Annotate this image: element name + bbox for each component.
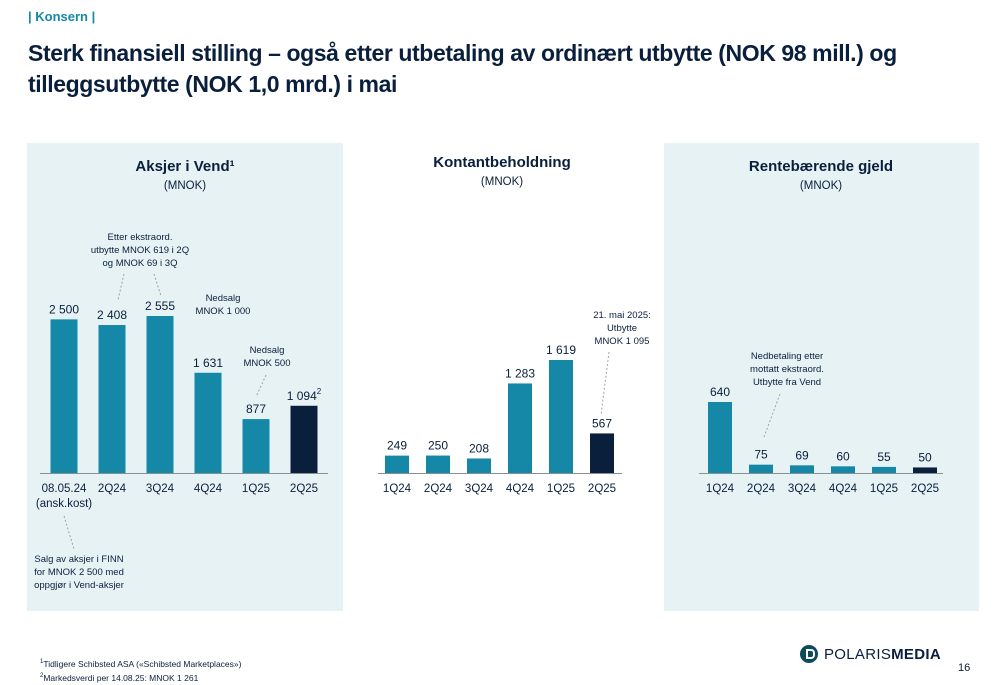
kontantbeholdning-tick-label: 4Q24	[506, 483, 535, 495]
rentebaerende-gjeld-title: Rentebærende gjeld	[749, 158, 893, 175]
rentebaerende-gjeld-tick-label: 1Q25	[870, 483, 898, 495]
kontantbeholdning-value-label: 567	[592, 416, 612, 430]
section-tag: | Konsern |	[28, 9, 96, 24]
rentebaerende-gjeld-tick-label: 4Q24	[829, 483, 858, 495]
aksjer-i-vend-value-label: 1 0942	[287, 387, 322, 403]
aksjer-i-vend-bar	[242, 419, 270, 473]
aksjer-i-vend-tick-label: 1Q25	[242, 483, 270, 495]
kontantbeholdning-bar	[467, 458, 491, 473]
annotation-leader-line	[255, 374, 267, 398]
aksjer-i-vend-bar	[50, 319, 78, 473]
rentebaerende-gjeld-bar	[872, 466, 896, 473]
aksjer-i-vend-bar	[146, 316, 174, 473]
aksjer-i-vend-title: Aksjer i Vend¹	[135, 158, 234, 175]
rentebaerende-gjeld-value-label: 50	[918, 450, 932, 464]
kontantbeholdning-tick-label: 2Q25	[588, 483, 616, 495]
rentebaerende-gjeld-bar	[749, 464, 773, 473]
kontantbeholdning-tick-label: 1Q24	[383, 483, 412, 495]
rentebaerende-gjeld-value-label: 640	[710, 385, 730, 399]
footnotes: 1Tidligere Schibsted ASA («Schibsted Mar…	[40, 656, 241, 684]
rentebaerende-gjeld-tick-label: 2Q24	[747, 483, 776, 495]
logo-icon	[800, 645, 818, 663]
kontantbeholdning-bar	[508, 383, 532, 473]
rentebaerende-gjeld-tick-label: 3Q24	[788, 483, 817, 495]
page-number: 16	[958, 662, 971, 674]
aksjer-i-vend-tick-label: 08.05.24 (ansk.kost)	[36, 483, 92, 510]
polaris-media-logo: POLARISMEDIA	[800, 643, 941, 665]
kontantbeholdning-tick-label: 3Q24	[465, 483, 494, 495]
annotation-nedsalg-1000: Nedsalg MNOK 1 000	[196, 293, 251, 317]
annotation-leader-line	[763, 393, 781, 438]
rentebaerende-gjeld-bar	[913, 467, 937, 473]
kontantbeholdning-tick-label: 2Q24	[424, 483, 453, 495]
aksjer-i-vend-bar	[290, 405, 318, 473]
aksjer-i-vend-tick-label: 2Q25	[290, 483, 318, 495]
aksjer-i-vend-value-label: 877	[246, 402, 266, 416]
rentebaerende-gjeld-value-label: 55	[877, 450, 891, 464]
kontantbeholdning-bar	[385, 455, 409, 473]
rentebaerende-gjeld-value-label: 69	[795, 448, 809, 462]
kontantbeholdning-subtitle: (MNOK)	[481, 176, 523, 188]
kontantbeholdning-value-label: 249	[387, 439, 407, 453]
annotation-leader-line	[153, 273, 162, 297]
aksjer-i-vend-bar	[98, 325, 126, 473]
page-title: Sterk finansiell stilling – også etter u…	[28, 40, 897, 97]
aksjer-i-vend-tick-label: 3Q24	[146, 483, 175, 495]
rentebaerende-gjeld-value-label: 75	[754, 448, 768, 462]
kontantbeholdning-bar	[590, 433, 614, 473]
rentebaerende-gjeld-value-label: 60	[836, 449, 850, 463]
rentebaerende-gjeld-bar	[831, 466, 855, 473]
kontantbeholdning-bar	[426, 455, 450, 473]
aksjer-i-vend-bar	[194, 372, 222, 473]
logo-text: POLARISMEDIA	[824, 645, 941, 663]
annotation-leader-line	[117, 273, 125, 301]
annotation-etter-ekstraord: Etter ekstraord. utbytte MNOK 619 i 2Q og …	[91, 232, 189, 269]
aksjer-i-vend-subtitle: (MNOK)	[164, 180, 206, 192]
footnote-1: 1Tidligere Schibsted ASA («Schibsted Mar…	[40, 658, 242, 669]
rentebaerende-gjeld-subtitle: (MNOK)	[800, 180, 842, 192]
rentebaerende-gjeld-tick-label: 1Q24	[706, 483, 735, 495]
kontantbeholdning-tick-label: 1Q25	[547, 483, 575, 495]
rentebaerende-gjeld-bar	[790, 465, 814, 473]
kontantbeholdning-value-label: 1 283	[505, 366, 535, 380]
aksjer-i-vend-value-label: 2 555	[145, 299, 175, 313]
panel-gjeld-background	[664, 143, 979, 611]
aksjer-i-vend-value-label: 1 631	[193, 356, 223, 370]
kontantbeholdning-value-label: 208	[469, 441, 489, 455]
kontantbeholdning-value-label: 1 619	[546, 343, 576, 357]
annotation-leader-line	[63, 515, 75, 550]
aksjer-i-vend-value-label: 2 500	[49, 302, 79, 316]
annotation-salg-finn: Salg av aksjer i FINN for MNOK 2 500 med o…	[34, 554, 124, 591]
annotation-utbytte-mai: 21. mai 2025: Utbytte MNOK 1 095	[593, 310, 651, 347]
aksjer-i-vend-tick-label: 2Q24	[98, 483, 127, 495]
rentebaerende-gjeld-bar	[708, 402, 732, 473]
kontantbeholdning-bar	[549, 360, 573, 473]
footnote-2: 2Markedsverdi per 14.08.25: MNOK 1 261	[40, 672, 199, 683]
aksjer-i-vend-tick-label: 4Q24	[194, 483, 223, 495]
annotation-nedbetaling: Nedbetaling etter mottatt ekstraord. Utbyt…	[750, 351, 824, 388]
annotation-nedsalg-500: Nedsalg MNOK 500	[244, 345, 291, 369]
aksjer-i-vend-value-label: 2 408	[97, 308, 127, 322]
annotation-leader-line	[600, 351, 610, 416]
kontantbeholdning-value-label: 250	[428, 439, 448, 453]
panel-aksjer-background	[27, 143, 343, 611]
kontantbeholdning-title: Kontantbeholdning	[433, 154, 570, 171]
rentebaerende-gjeld-tick-label: 2Q25	[911, 483, 939, 495]
